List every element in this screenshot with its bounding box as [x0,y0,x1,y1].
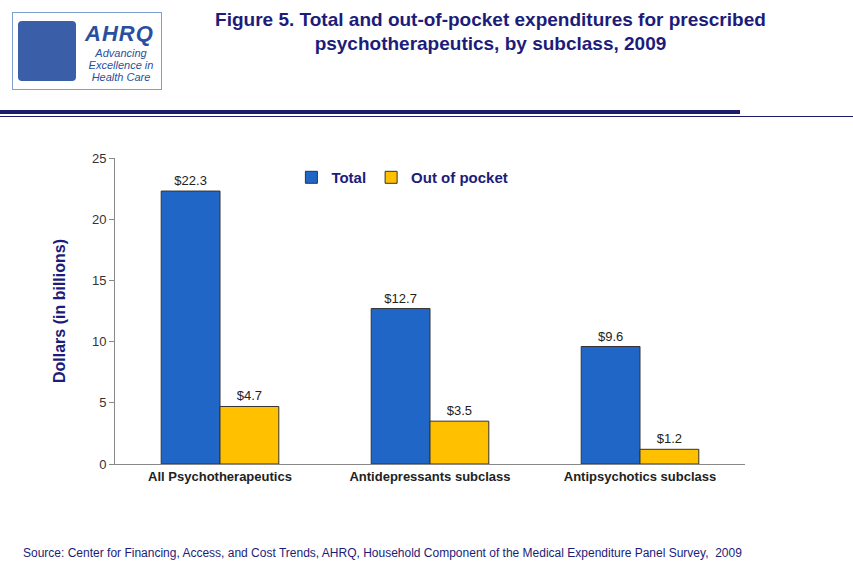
svg-text:$9.6: $9.6 [598,329,623,344]
svg-text:Source: Center for Financing,: Source: Center for Financing, Access, an… [23,546,742,560]
svg-text:5: 5 [99,395,106,410]
svg-text:$22.3: $22.3 [174,173,207,188]
svg-text:Figure 5. Total and out-of-poc: Figure 5. Total and out-of-pocket expend… [215,9,766,55]
svg-text:Antipsychotics subclass: Antipsychotics subclass [564,469,716,484]
svg-text:15: 15 [92,273,106,288]
svg-text:25: 25 [92,151,106,166]
svg-text:$12.7: $12.7 [384,291,417,306]
html-text:Excellence in: Excellence in [88,59,154,71]
svg-text:$3.5: $3.5 [447,403,472,418]
svg-text:$4.7: $4.7 [237,388,262,403]
svg-text:Total: Total [331,169,366,186]
html-text:Advancing: Advancing [95,47,147,59]
svg-text:20: 20 [92,212,106,227]
svg-text:Antidepressants subclass: Antidepressants subclass [349,469,510,484]
svg-text:$1.2: $1.2 [657,431,682,446]
svg-text:10: 10 [92,334,106,349]
html-text:Health Care: Health Care [91,71,151,83]
svg-text:All Psychotherapeutics: All Psychotherapeutics [148,469,292,484]
svg-text:Dollars (in billions): Dollars (in billions) [51,239,68,383]
svg-text:Out of pocket: Out of pocket [411,169,508,186]
svg-text:0: 0 [99,457,106,472]
html-text:AHRQ: AHRQ [85,21,154,46]
